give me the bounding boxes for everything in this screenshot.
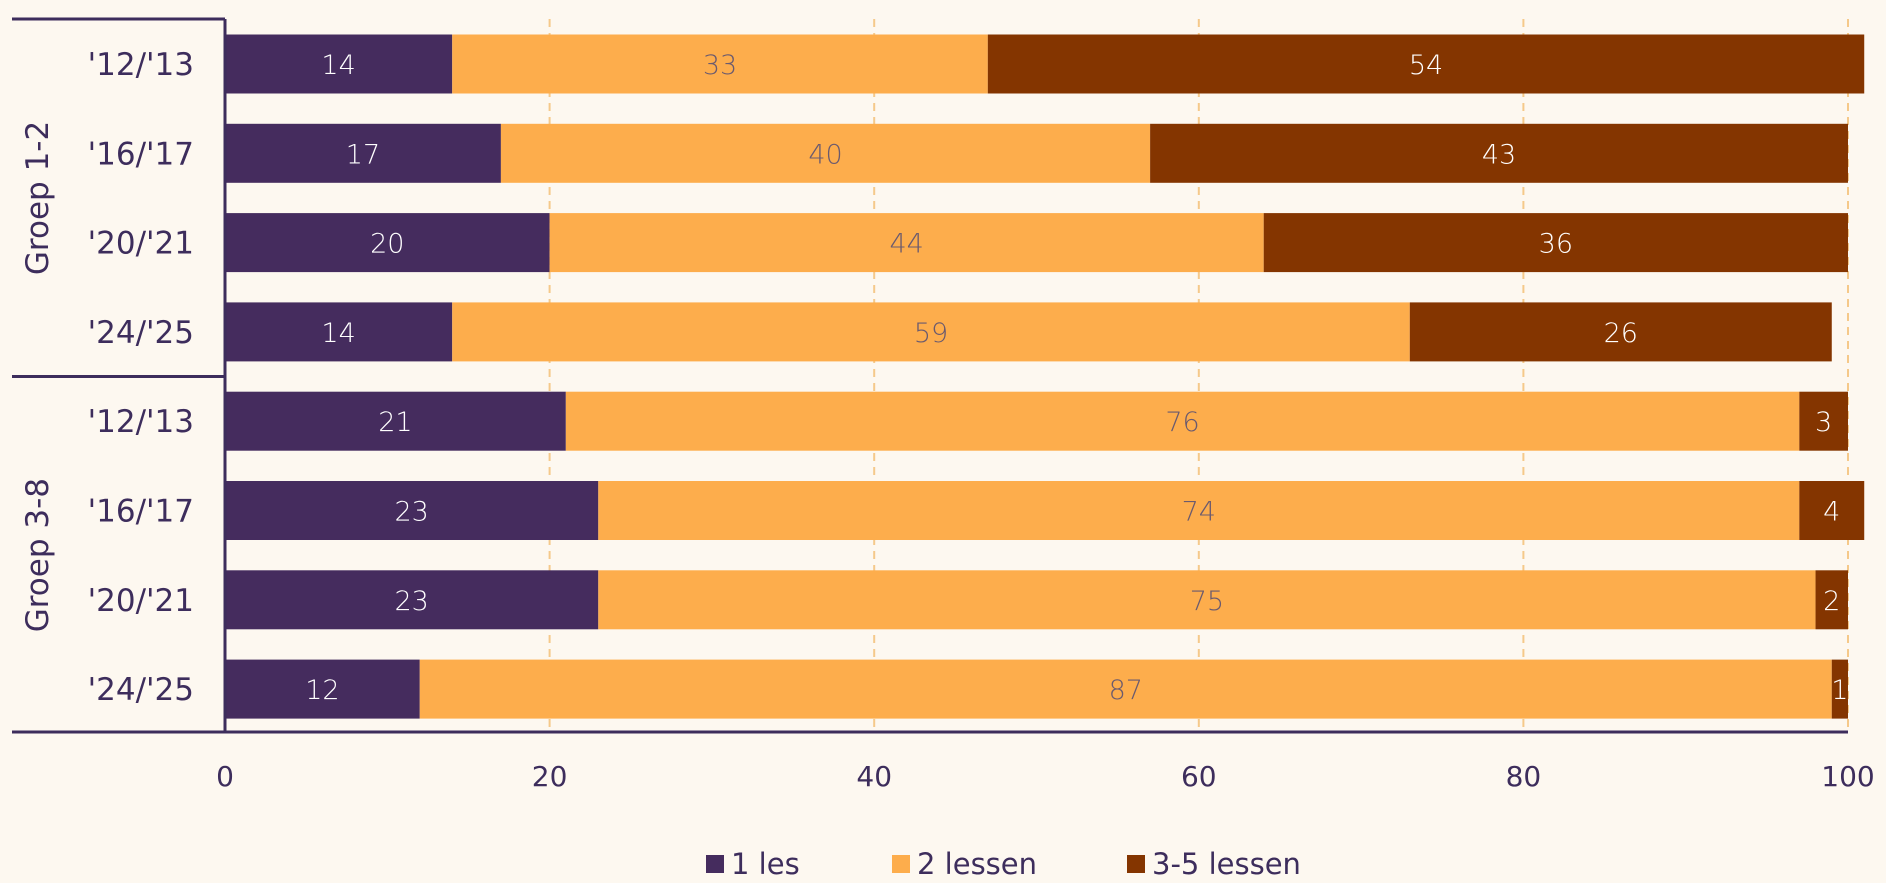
bar-value-label: 3: [1815, 407, 1832, 438]
legend-label: 3-5 lessen: [1152, 847, 1301, 881]
bar-segment: [452, 302, 1410, 362]
bar-value-label: 23: [394, 497, 428, 528]
bar-segment: [549, 213, 1264, 273]
bar-segment: [598, 481, 1800, 540]
bar-value-label: 12: [305, 675, 339, 706]
x-tick-label: 80: [1506, 760, 1542, 793]
category-label: '12/'13: [88, 47, 194, 83]
bar-value-label: 17: [346, 139, 380, 170]
x-tick-label: 40: [856, 760, 892, 793]
bar-segment: [225, 123, 501, 183]
bar-value-label: 14: [321, 50, 355, 81]
bar-segment: [987, 34, 1865, 94]
bar-segment: [225, 481, 599, 540]
bar-segment: [225, 391, 566, 451]
bar-segment: [598, 570, 1816, 630]
x-tick-label: 0: [216, 760, 234, 793]
bar-segment: [1815, 570, 1848, 630]
bar-segment: [225, 302, 453, 362]
bars: [225, 34, 1865, 719]
bar-value-label: 54: [1409, 50, 1443, 81]
bar-segment: [1409, 302, 1832, 362]
bar-value-label: 1: [1831, 675, 1848, 706]
group-label: Groep 1-2: [20, 121, 56, 275]
x-tick-label: 100: [1821, 760, 1874, 793]
bar-value-label: 2: [1823, 586, 1840, 617]
group-label: Groep 3-8: [20, 478, 56, 632]
bar-value-label: 20: [370, 229, 404, 260]
bar-segment: [225, 659, 420, 719]
category-label: '20/'21: [88, 226, 194, 262]
bar-value-label: 21: [378, 407, 412, 438]
category-label: '12/'13: [88, 404, 194, 440]
legend-label: 2 lessen: [917, 847, 1037, 881]
legend-swatch: [892, 855, 910, 873]
bar-value-label: 36: [1539, 229, 1573, 260]
legend-swatch: [706, 855, 724, 873]
bar-segment: [1799, 481, 1865, 540]
bar-segment: [1150, 123, 1848, 183]
bar-value-label: 26: [1604, 318, 1638, 349]
bar-segment: [452, 34, 988, 94]
bar-value-label: 87: [1109, 675, 1143, 706]
bar-value-label: 44: [889, 229, 923, 260]
bar-value-label: 23: [394, 586, 428, 617]
bar-segment: [225, 570, 599, 630]
bar-segment: [500, 123, 1151, 183]
axes: [12, 17, 1848, 734]
bar-value-label: 40: [808, 139, 842, 170]
bar-segment: [1799, 391, 1848, 451]
bar-value-label: 75: [1190, 586, 1224, 617]
bar-value-label: 76: [1165, 407, 1199, 438]
category-label: '16/'17: [88, 494, 194, 530]
bar-value-label: 4: [1823, 497, 1840, 528]
category-label: '16/'17: [88, 136, 194, 172]
bar-value-label: 14: [321, 318, 355, 349]
bar-value-label: 33: [703, 50, 737, 81]
legend-swatch: [1127, 855, 1145, 873]
category-label: '24/'25: [88, 315, 194, 351]
category-label: '24/'25: [88, 672, 194, 708]
bar-segment: [565, 391, 1800, 451]
bar-value-label: 59: [914, 318, 948, 349]
bar-value-label: 74: [1182, 497, 1216, 528]
category-label: '20/'21: [88, 583, 194, 619]
legend: 1 les 2 lessen 3-5 lessen: [706, 847, 1301, 881]
bar-segment: [225, 34, 453, 94]
bar-segment: [225, 213, 550, 273]
bar-segment: [1831, 659, 1848, 719]
x-tick-label: 20: [532, 760, 568, 793]
bar-segment: [1263, 213, 1848, 273]
x-tick-label: 60: [1181, 760, 1217, 793]
bar-value-label: 43: [1482, 139, 1516, 170]
legend-label: 1 les: [731, 847, 800, 881]
bar-segment: [419, 659, 1832, 719]
